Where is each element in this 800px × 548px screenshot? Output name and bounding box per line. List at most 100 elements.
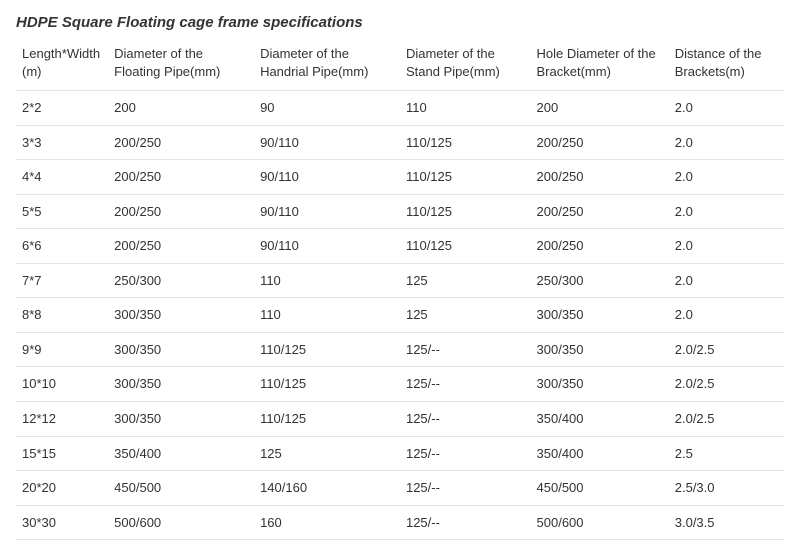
- table-cell: 2.0: [669, 125, 784, 160]
- table-cell: 90: [254, 91, 400, 126]
- table-cell: 2.0: [669, 160, 784, 195]
- table-cell: 2.0: [669, 229, 784, 264]
- table-row: 9*9300/350110/125125/--300/3502.0/2.5: [16, 332, 784, 367]
- table-cell: 110: [400, 91, 531, 126]
- table-row: 30*30500/600160125/--500/6003.0/3.5: [16, 505, 784, 540]
- table-cell: 2.0: [669, 298, 784, 333]
- table-cell: 8*8: [16, 298, 108, 333]
- table-row: 2*2200901102002.0: [16, 91, 784, 126]
- table-cell: 2.5: [669, 436, 784, 471]
- table-cell: 9*9: [16, 332, 108, 367]
- table-row: 12*12300/350110/125125/--350/4002.0/2.5: [16, 402, 784, 437]
- table-cell: 200/250: [531, 229, 669, 264]
- table-row: 8*8300/350110125300/3502.0: [16, 298, 784, 333]
- table-cell: 3*3: [16, 125, 108, 160]
- table-cell: 125/--: [400, 471, 531, 506]
- table-cell: 90/110: [254, 160, 400, 195]
- table-cell: 160: [254, 505, 400, 540]
- table-cell: 300/350: [108, 367, 254, 402]
- col-header: Hole Diameter of the Bracket(mm): [531, 41, 669, 91]
- table-cell: 110/125: [400, 160, 531, 195]
- table-cell: 125/--: [400, 505, 531, 540]
- table-cell: 300/350: [531, 332, 669, 367]
- table-cell: 7*7: [16, 263, 108, 298]
- table-cell: 2.5/3.0: [669, 471, 784, 506]
- table-cell: 110/125: [400, 194, 531, 229]
- col-header: Diameter of the Handrial Pipe(mm): [254, 41, 400, 91]
- table-cell: 250/300: [108, 263, 254, 298]
- table-cell: 500/600: [531, 505, 669, 540]
- table-cell: 200/250: [108, 194, 254, 229]
- table-cell: 2.0: [669, 91, 784, 126]
- table-cell: 110/125: [254, 367, 400, 402]
- col-header: Distance of the Brackets(m): [669, 41, 784, 91]
- table-cell: 20*20: [16, 471, 108, 506]
- table-cell: 125/--: [400, 332, 531, 367]
- table-body: 2*2200901102002.03*3200/25090/110110/125…: [16, 91, 784, 540]
- table-cell: 5*5: [16, 194, 108, 229]
- table-cell: 125/--: [400, 436, 531, 471]
- table-cell: 2.0: [669, 194, 784, 229]
- table-cell: 125: [400, 263, 531, 298]
- table-cell: 125/--: [400, 402, 531, 437]
- header-row: Length*Width(m)Diameter of the Floating …: [16, 41, 784, 91]
- table-cell: 300/350: [108, 402, 254, 437]
- table-head: Length*Width(m)Diameter of the Floating …: [16, 41, 784, 91]
- table-cell: 2.0/2.5: [669, 402, 784, 437]
- table-cell: 200/250: [108, 125, 254, 160]
- table-cell: 3.0/3.5: [669, 505, 784, 540]
- table-cell: 110/125: [400, 229, 531, 264]
- table-cell: 2.0/2.5: [669, 332, 784, 367]
- table-row: 3*3200/25090/110110/125200/2502.0: [16, 125, 784, 160]
- table-row: 20*20450/500140/160125/--450/5002.5/3.0: [16, 471, 784, 506]
- col-header: Diameter of the Stand Pipe(mm): [400, 41, 531, 91]
- table-cell: 500/600: [108, 505, 254, 540]
- table-cell: 10*10: [16, 367, 108, 402]
- table-cell: 200: [108, 91, 254, 126]
- table-cell: 4*4: [16, 160, 108, 195]
- table-cell: 450/500: [108, 471, 254, 506]
- table-cell: 12*12: [16, 402, 108, 437]
- table-cell: 300/350: [531, 367, 669, 402]
- table-cell: 2.0: [669, 263, 784, 298]
- table-cell: 90/110: [254, 229, 400, 264]
- table-row: 10*10300/350110/125125/--300/3502.0/2.5: [16, 367, 784, 402]
- table-cell: 140/160: [254, 471, 400, 506]
- table-cell: 125: [400, 298, 531, 333]
- table-cell: 250/300: [531, 263, 669, 298]
- table-cell: 200: [531, 91, 669, 126]
- table-cell: 200/250: [108, 229, 254, 264]
- table-row: 4*4200/25090/110110/125200/2502.0: [16, 160, 784, 195]
- table-row: 15*15350/400125125/--350/4002.5: [16, 436, 784, 471]
- table-cell: 300/350: [531, 298, 669, 333]
- table-cell: 2*2: [16, 91, 108, 126]
- table-cell: 90/110: [254, 194, 400, 229]
- table-row: 7*7250/300110125250/3002.0: [16, 263, 784, 298]
- table-cell: 300/350: [108, 298, 254, 333]
- table-cell: 110/125: [400, 125, 531, 160]
- table-cell: 350/400: [531, 436, 669, 471]
- table-cell: 200/250: [108, 160, 254, 195]
- table-cell: 110: [254, 263, 400, 298]
- col-header: Length*Width(m): [16, 41, 108, 91]
- table-cell: 350/400: [108, 436, 254, 471]
- table-cell: 200/250: [531, 125, 669, 160]
- table-cell: 6*6: [16, 229, 108, 264]
- table-row: 6*6200/25090/110110/125200/2502.0: [16, 229, 784, 264]
- table-cell: 450/500: [531, 471, 669, 506]
- table-cell: 125/--: [400, 367, 531, 402]
- table-cell: 110: [254, 298, 400, 333]
- table-cell: 90/110: [254, 125, 400, 160]
- table-cell: 125: [254, 436, 400, 471]
- table-cell: 110/125: [254, 332, 400, 367]
- specs-table: Length*Width(m)Diameter of the Floating …: [16, 41, 784, 540]
- table-cell: 30*30: [16, 505, 108, 540]
- table-cell: 300/350: [108, 332, 254, 367]
- table-row: 5*5200/25090/110110/125200/2502.0: [16, 194, 784, 229]
- col-header: Diameter of the Floating Pipe(mm): [108, 41, 254, 91]
- table-cell: 350/400: [531, 402, 669, 437]
- table-cell: 200/250: [531, 160, 669, 195]
- table-cell: 2.0/2.5: [669, 367, 784, 402]
- table-cell: 15*15: [16, 436, 108, 471]
- table-cell: 110/125: [254, 402, 400, 437]
